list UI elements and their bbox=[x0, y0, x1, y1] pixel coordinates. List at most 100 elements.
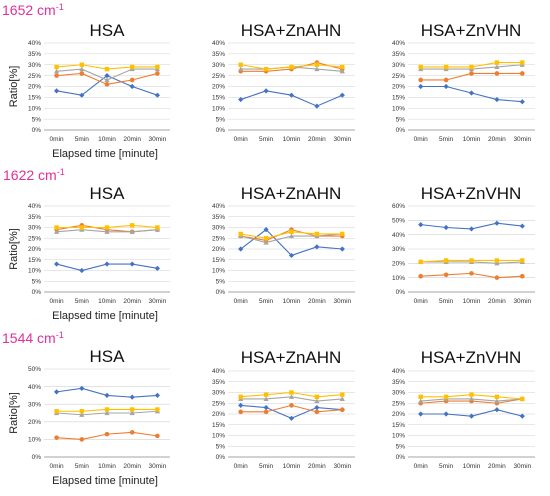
series-3-point bbox=[79, 412, 85, 417]
chart-panel-7: HSA 0% 10% 20% 30% 40% 50% 0min 5min 10min 20min 30… bbox=[8, 347, 170, 487]
series-2-point bbox=[104, 431, 110, 437]
series-1-point bbox=[154, 265, 160, 271]
x-axis-label: Elapsed time [minute] bbox=[52, 310, 158, 322]
series-2-point bbox=[155, 71, 160, 76]
series-2-point bbox=[494, 71, 500, 76]
chart-title: HSA bbox=[90, 184, 126, 203]
series-1-point bbox=[54, 88, 60, 94]
y-tick-label: 20% bbox=[392, 84, 405, 91]
y-tick-label: 5% bbox=[216, 116, 226, 123]
series-2-point bbox=[263, 409, 269, 415]
y-tick-label: 25% bbox=[392, 400, 405, 407]
series-1-point bbox=[104, 392, 110, 398]
y-tick-label: 35% bbox=[212, 51, 225, 58]
series-1-point bbox=[494, 220, 500, 226]
chart-title: HSA bbox=[90, 347, 126, 366]
series-4-point bbox=[443, 394, 449, 399]
series-1-point bbox=[468, 226, 475, 232]
series-1-point bbox=[314, 103, 320, 109]
chart-title: HSA+ZnVHN bbox=[421, 184, 522, 203]
series-4-point bbox=[79, 225, 84, 230]
series-3-point bbox=[104, 77, 110, 83]
series-1-point bbox=[238, 402, 244, 408]
series-4-point bbox=[443, 258, 449, 263]
y-tick-label: 10% bbox=[392, 275, 405, 282]
y-tick-label: 10% bbox=[212, 433, 225, 440]
y-tick-label: 40% bbox=[28, 40, 41, 47]
series-4-point bbox=[155, 407, 160, 412]
y-tick-label: 60% bbox=[392, 203, 405, 210]
series-1-point bbox=[238, 246, 244, 252]
x-tick-label: 0min bbox=[50, 298, 64, 305]
x-tick-label: 0min bbox=[234, 298, 248, 305]
y-tick-label: 40% bbox=[28, 384, 41, 391]
series-2-point bbox=[79, 437, 85, 442]
series-4-point bbox=[443, 64, 449, 70]
series-4-point bbox=[314, 394, 320, 399]
series-4-point bbox=[238, 62, 243, 67]
y-tick-label: 0% bbox=[396, 289, 406, 296]
y-tick-label: 5% bbox=[396, 443, 406, 450]
series-3-point bbox=[494, 64, 500, 70]
series-3-point bbox=[238, 66, 244, 72]
y-tick-label: 25% bbox=[212, 73, 225, 80]
chart-title: HSA+ZnAHN bbox=[241, 184, 342, 203]
y-tick-label: 30% bbox=[392, 246, 405, 253]
x-tick-label: 20min bbox=[488, 463, 506, 470]
chart-panel-9: HSA+ZnVHN 0% 5% 10% 15% 20% 25% 30% 35% 40% 0min 5m… bbox=[392, 348, 535, 470]
x-axis-label: Elapsed time [minute] bbox=[52, 148, 158, 160]
row-label-superscript: -1 bbox=[57, 167, 65, 177]
y-tick-label: 25% bbox=[212, 235, 225, 242]
y-tick-label: 40% bbox=[28, 203, 41, 210]
series-4-point bbox=[520, 60, 525, 65]
series-1-point bbox=[519, 413, 525, 419]
x-tick-label: 10min bbox=[98, 298, 116, 305]
chart-title: HSA+ZnAHN bbox=[241, 348, 342, 367]
series-4-point bbox=[289, 229, 294, 234]
series-4-point bbox=[418, 64, 423, 70]
y-tick-label: 20% bbox=[212, 411, 225, 418]
x-tick-label: 10min bbox=[463, 463, 481, 470]
series-2-point bbox=[520, 273, 525, 279]
chart-title: HSA+ZnVHN bbox=[421, 21, 522, 40]
x-tick-label: 30min bbox=[149, 136, 167, 143]
y-tick-label: 5% bbox=[32, 116, 42, 123]
y-tick-label: 10% bbox=[212, 105, 225, 112]
x-tick-label: 5min bbox=[259, 463, 273, 470]
series-4-point bbox=[155, 64, 160, 70]
series-4-point bbox=[494, 60, 500, 65]
series-4-point bbox=[130, 407, 135, 412]
series-4-point bbox=[54, 225, 59, 230]
x-tick-label: 10min bbox=[98, 136, 116, 143]
y-tick-label: 0% bbox=[216, 289, 226, 296]
series-4-point bbox=[238, 394, 243, 399]
series-3-point bbox=[494, 398, 500, 404]
series-2-point bbox=[340, 407, 345, 413]
series-4-point bbox=[418, 259, 423, 265]
y-tick-label: 0% bbox=[32, 127, 42, 134]
series-4-point bbox=[314, 62, 320, 67]
series-4-point bbox=[79, 409, 84, 414]
x-tick-label: 20min bbox=[123, 298, 141, 305]
x-tick-label: 0min bbox=[50, 136, 64, 143]
y-tick-label: 30% bbox=[28, 62, 41, 69]
series-2-point bbox=[418, 273, 424, 279]
row-label-number: 1652 cm bbox=[2, 2, 56, 18]
series-2-point bbox=[314, 409, 320, 415]
x-tick-label: 20min bbox=[308, 298, 326, 305]
series-4-point bbox=[469, 258, 474, 263]
series-3-point bbox=[314, 398, 320, 404]
x-tick-label: 20min bbox=[308, 463, 326, 470]
series-1-point bbox=[154, 392, 160, 398]
series-1-point bbox=[418, 411, 424, 417]
y-tick-label: 15% bbox=[212, 257, 225, 264]
series-1-point bbox=[494, 407, 500, 413]
x-tick-label: 10min bbox=[98, 463, 116, 470]
chart-title: HSA+ZnAHN bbox=[241, 21, 342, 40]
series-4-point bbox=[263, 66, 269, 72]
series-3-point bbox=[129, 229, 135, 234]
y-tick-label: 35% bbox=[28, 51, 41, 58]
row-label-number: 1544 cm bbox=[2, 330, 56, 346]
y-tick-label: 0% bbox=[216, 454, 226, 461]
series-1-point bbox=[314, 404, 320, 411]
